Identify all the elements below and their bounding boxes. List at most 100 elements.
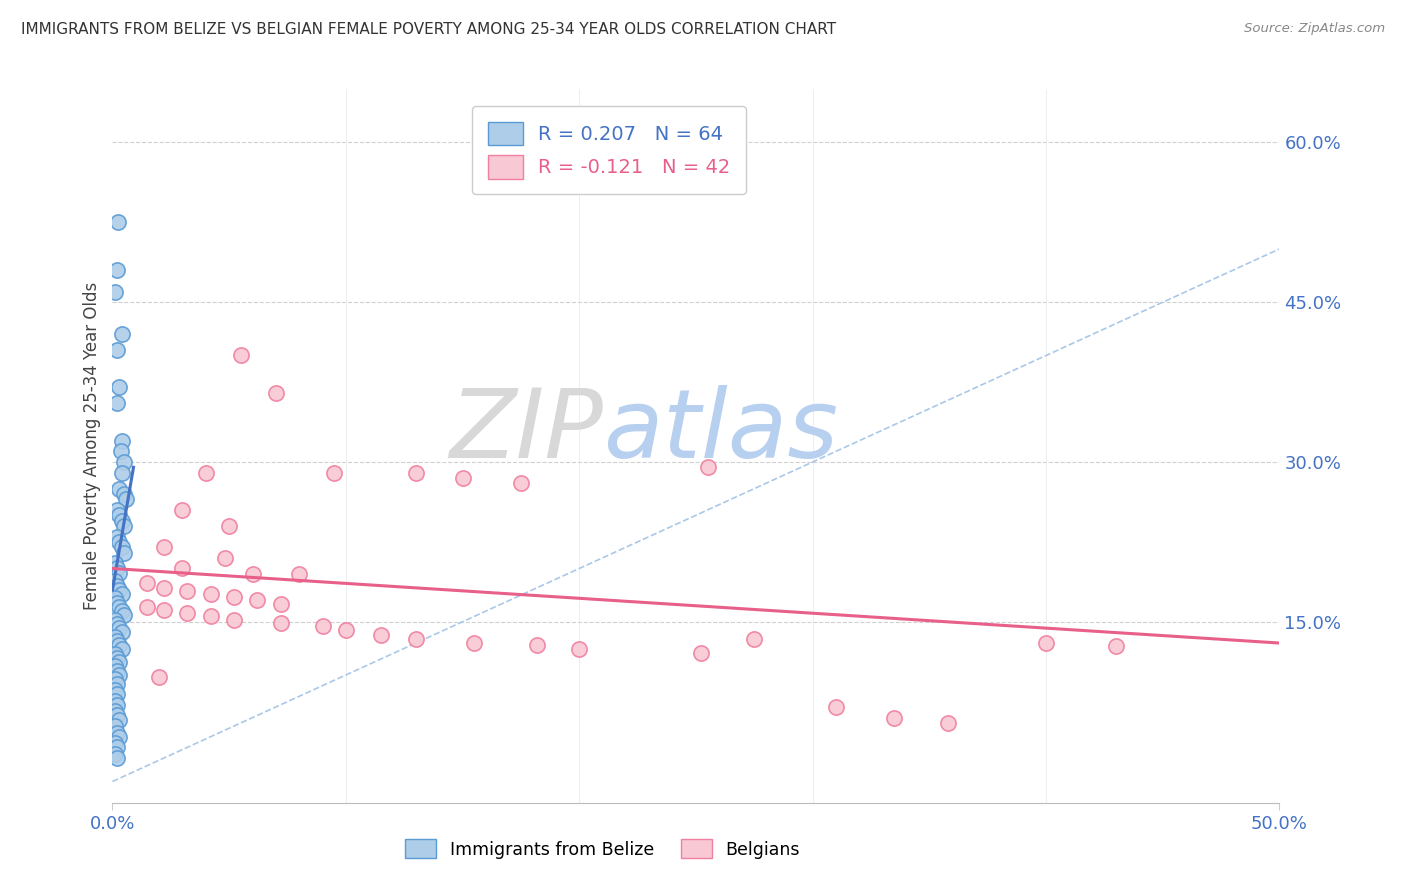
Point	[463, 636, 485, 650]
Point	[111, 514, 134, 528]
Point	[148, 670, 170, 684]
Point	[104, 747, 127, 761]
Point	[105, 263, 128, 277]
Point	[115, 492, 138, 507]
Point	[270, 615, 292, 630]
Point	[214, 550, 236, 565]
Point	[112, 519, 135, 533]
Point	[568, 642, 591, 657]
Text: IMMIGRANTS FROM BELIZE VS BELGIAN FEMALE POVERTY AMONG 25-34 YEAR OLDS CORRELATI: IMMIGRANTS FROM BELIZE VS BELGIAN FEMALE…	[21, 22, 837, 37]
Point	[108, 655, 131, 669]
Point	[108, 713, 131, 727]
Point	[264, 385, 287, 400]
Point	[172, 561, 194, 575]
Point	[105, 396, 128, 410]
Point	[104, 285, 127, 299]
Point	[1105, 639, 1128, 653]
Point	[112, 487, 135, 501]
Point	[105, 687, 128, 701]
Point	[110, 444, 132, 458]
Point	[105, 578, 128, 592]
Point	[105, 740, 128, 755]
Point	[825, 700, 848, 714]
Point	[936, 715, 959, 730]
Point	[105, 343, 128, 358]
Point	[104, 672, 127, 686]
Point	[111, 604, 134, 618]
Point	[246, 593, 269, 607]
Point	[104, 630, 127, 644]
Point	[108, 599, 131, 614]
Point	[111, 642, 134, 657]
Point	[176, 583, 198, 598]
Point	[696, 460, 718, 475]
Point	[108, 621, 131, 635]
Point	[451, 471, 474, 485]
Point	[112, 455, 135, 469]
Point	[104, 682, 127, 697]
Point	[105, 708, 128, 723]
Point	[108, 730, 131, 744]
Point	[136, 599, 159, 614]
Point	[194, 466, 217, 480]
Point	[104, 693, 127, 707]
Point	[111, 466, 134, 480]
Point	[105, 616, 128, 631]
Point	[105, 529, 128, 543]
Point	[526, 638, 548, 652]
Legend: Immigrants from Belize, Belgians: Immigrants from Belize, Belgians	[398, 832, 807, 865]
Point	[104, 704, 127, 718]
Point	[107, 215, 129, 229]
Point	[242, 566, 264, 581]
Point	[222, 591, 245, 605]
Point	[222, 613, 245, 627]
Point	[108, 638, 131, 652]
Point	[689, 646, 711, 660]
Point	[105, 725, 128, 739]
Point	[104, 659, 127, 673]
Point	[153, 540, 176, 554]
Y-axis label: Female Poverty Among 25-34 Year Olds: Female Poverty Among 25-34 Year Olds	[83, 282, 101, 610]
Point	[172, 503, 194, 517]
Point	[370, 627, 392, 641]
Point	[108, 380, 131, 394]
Point	[176, 606, 198, 620]
Point	[323, 466, 346, 480]
Point	[104, 556, 127, 570]
Point	[405, 466, 427, 480]
Point	[112, 545, 135, 559]
Point	[108, 534, 131, 549]
Point	[108, 508, 131, 523]
Point	[105, 634, 128, 648]
Point	[111, 625, 134, 640]
Point	[105, 698, 128, 712]
Point	[153, 603, 176, 617]
Point	[105, 664, 128, 678]
Text: ZIP: ZIP	[449, 385, 603, 478]
Point	[108, 668, 131, 682]
Point	[111, 434, 134, 448]
Point	[883, 710, 905, 724]
Point	[288, 566, 311, 581]
Point	[200, 587, 222, 601]
Point	[104, 574, 127, 589]
Point	[104, 591, 127, 606]
Point	[200, 609, 222, 624]
Point	[108, 482, 131, 496]
Point	[136, 576, 159, 591]
Point	[105, 751, 128, 765]
Text: atlas: atlas	[603, 385, 838, 478]
Point	[1035, 636, 1057, 650]
Point	[270, 597, 292, 611]
Point	[229, 349, 252, 363]
Point	[153, 581, 176, 595]
Point	[104, 647, 127, 661]
Text: Source: ZipAtlas.com: Source: ZipAtlas.com	[1244, 22, 1385, 36]
Point	[405, 632, 427, 646]
Point	[108, 566, 131, 580]
Point	[105, 651, 128, 665]
Point	[218, 519, 240, 533]
Point	[509, 476, 531, 491]
Point	[104, 719, 127, 733]
Point	[108, 582, 131, 597]
